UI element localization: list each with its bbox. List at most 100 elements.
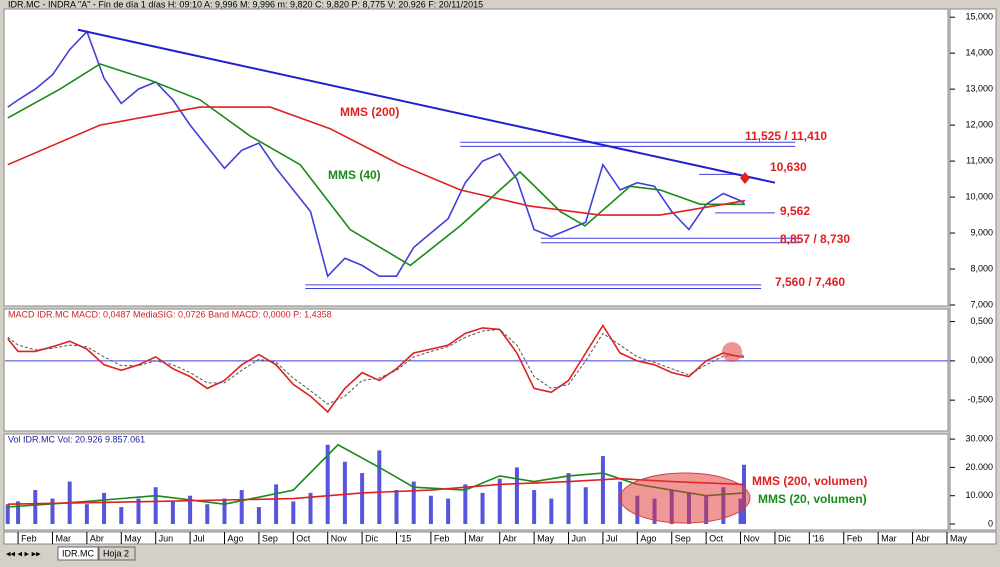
series-line bbox=[7, 106, 746, 216]
y-tick-label: -0,500 bbox=[967, 395, 993, 405]
x-tick-label: Ago bbox=[227, 533, 243, 543]
macd-header: MACD IDR.MC MACD: 0,0487 MediaSIG: 0,072… bbox=[8, 309, 332, 319]
x-tick-label: Ago bbox=[640, 533, 656, 543]
series-line bbox=[7, 63, 745, 267]
volume-bar bbox=[342, 461, 347, 525]
volume-bar bbox=[377, 450, 382, 525]
y-tick-label: 15,000 bbox=[965, 12, 993, 22]
volume-bar bbox=[153, 487, 158, 525]
series-line bbox=[7, 30, 745, 278]
x-tick-label: Jul bbox=[606, 533, 618, 543]
volume-bar bbox=[291, 501, 296, 525]
y-tick-label: 30.000 bbox=[965, 433, 993, 443]
volume-bar bbox=[119, 507, 124, 525]
x-tick-label: Feb bbox=[847, 533, 863, 543]
x-tick-label: Oct bbox=[709, 533, 724, 543]
series-label: MMS (20, volumen) bbox=[758, 492, 867, 506]
volume-bar bbox=[50, 498, 55, 525]
series-line bbox=[7, 323, 745, 414]
volume-bar bbox=[463, 484, 468, 525]
volume-bar bbox=[136, 498, 141, 525]
volume-bar bbox=[428, 495, 433, 525]
y-tick-label: 8,000 bbox=[970, 263, 993, 273]
volume-bar bbox=[411, 481, 416, 525]
y-tick-label: 7,000 bbox=[970, 299, 993, 309]
volume-bar bbox=[84, 504, 89, 525]
tab[interactable] bbox=[98, 546, 136, 561]
y-tick-label: 14,000 bbox=[965, 48, 993, 58]
tab-label[interactable]: IDR.MC bbox=[62, 548, 94, 558]
x-tick-label: '16 bbox=[812, 533, 824, 543]
volume-bar bbox=[274, 484, 279, 525]
y-tick-label: 0,000 bbox=[970, 355, 993, 365]
x-tick-label: May bbox=[537, 533, 555, 543]
volume-bar bbox=[33, 490, 38, 525]
x-tick-label: Nov bbox=[331, 533, 348, 543]
x-tick-label: Jun bbox=[159, 533, 174, 543]
volume-header: Vol IDR.MC Vol: 20.926 9.857.061 bbox=[8, 434, 145, 444]
volume-bar bbox=[239, 490, 244, 525]
y-tick-label: 10.000 bbox=[965, 490, 993, 500]
volume-bar bbox=[16, 501, 21, 525]
x-tick-label: Sep bbox=[675, 533, 691, 543]
x-tick-label: '15 bbox=[400, 533, 412, 543]
x-tick-label: Feb bbox=[434, 533, 450, 543]
y-tick-label: 20.000 bbox=[965, 462, 993, 472]
tab-label[interactable]: Hoja 2 bbox=[103, 548, 129, 558]
level-label: 7,560 / 7,460 bbox=[775, 275, 845, 289]
macd-highlight bbox=[722, 342, 742, 362]
volume-bar bbox=[480, 492, 485, 525]
volume-bar bbox=[360, 473, 365, 525]
y-tick-label: 11,000 bbox=[966, 155, 993, 165]
volume-bar bbox=[102, 492, 107, 525]
volume-bar bbox=[583, 487, 588, 525]
x-tick-label: Jun bbox=[572, 533, 587, 543]
y-tick-label: 0 bbox=[988, 518, 993, 528]
y-tick-label: 13,000 bbox=[965, 84, 993, 94]
volume-panel bbox=[3, 433, 949, 531]
volume-bar bbox=[188, 495, 193, 525]
x-tick-label: Dic bbox=[778, 533, 791, 543]
volume-bar bbox=[5, 504, 10, 525]
y-tick-label: 9,000 bbox=[970, 227, 993, 237]
x-tick-label: Abr bbox=[90, 533, 104, 543]
volume-bar bbox=[497, 478, 502, 525]
volume-bar bbox=[394, 490, 399, 525]
series-label: MMS (200) bbox=[340, 105, 399, 119]
volume-bar bbox=[618, 481, 623, 525]
volume-bar bbox=[600, 456, 605, 525]
volume-bar bbox=[532, 490, 537, 525]
tab-navigation[interactable]: ◂◂ ◂ ▸ ▸▸ bbox=[6, 548, 41, 558]
x-tick-label: Abr bbox=[503, 533, 517, 543]
x-tick-label: Mar bbox=[55, 533, 71, 543]
level-label: 11,525 / 11,410 bbox=[745, 129, 827, 143]
value-axis-area bbox=[949, 8, 997, 531]
volume-bar bbox=[549, 498, 554, 525]
x-tick-label: Abr bbox=[916, 533, 930, 543]
x-tick-label: Mar bbox=[881, 533, 897, 543]
x-tick-label: Jul bbox=[193, 533, 205, 543]
x-tick-label: Feb bbox=[21, 533, 37, 543]
volume-highlight bbox=[619, 472, 751, 524]
level-label: 10,630 bbox=[770, 160, 807, 174]
trend-line bbox=[77, 28, 776, 184]
tab-active[interactable] bbox=[57, 546, 99, 561]
volume-bar bbox=[308, 492, 313, 525]
volume-bar bbox=[566, 473, 571, 525]
y-tick-label: 10,000 bbox=[965, 191, 993, 201]
plot-layer: 15,000 14,000 13,000 12,000 11,000 10,000 9,00… bbox=[5, 12, 993, 544]
x-tick-label: Dic bbox=[365, 533, 378, 543]
y-tick-label: 0,500 bbox=[970, 316, 993, 326]
price-header: IDR.MC - INDRA "A" - Fin de día 1 días H… bbox=[8, 0, 483, 9]
volume-bar bbox=[205, 504, 210, 525]
volume-bar bbox=[256, 507, 261, 525]
x-tick-label: May bbox=[124, 533, 142, 543]
level-label: 9,562 bbox=[780, 204, 810, 218]
volume-bar bbox=[514, 467, 519, 525]
price-panel bbox=[3, 8, 949, 307]
x-tick-label: May bbox=[950, 533, 968, 543]
series-line bbox=[7, 328, 745, 405]
volume-bar bbox=[170, 501, 175, 525]
